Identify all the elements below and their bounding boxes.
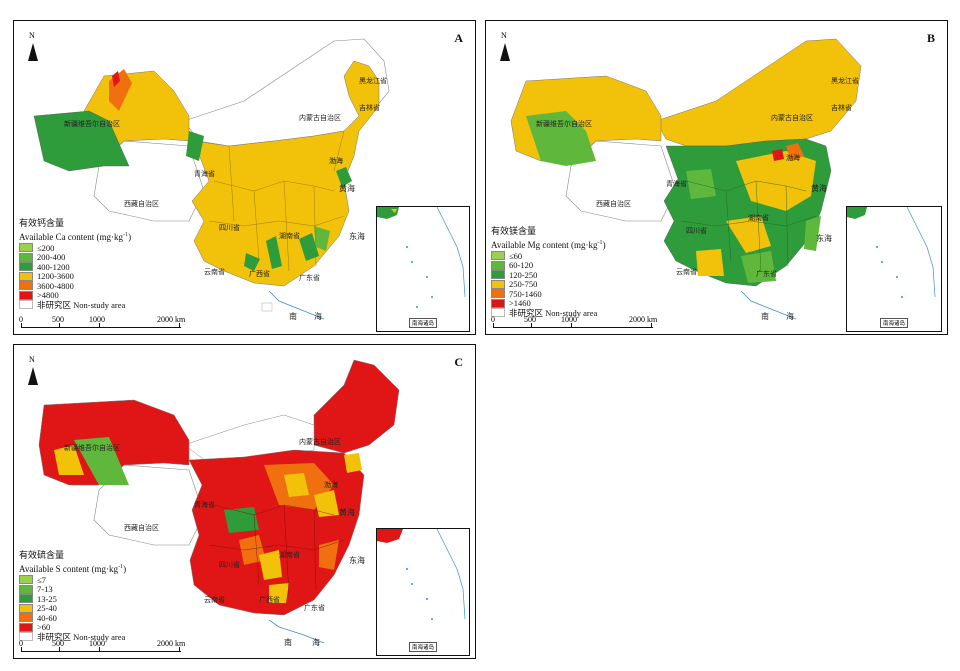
inset-caption: 南海诸岛 <box>408 318 438 328</box>
north-arrow-icon: N <box>28 31 42 63</box>
label-bohai: 渤海 <box>329 157 343 165</box>
map-panel-s: C N 青海省 西藏自治区 新疆维吾尔自治区 内蒙古自治区 四川省 云南省 广西… <box>13 344 476 659</box>
label-guangdong: 广东省 <box>299 274 320 282</box>
label-neimenggu: 内蒙古自治区 <box>299 114 341 122</box>
label-hunan: 湖南省 <box>279 551 300 559</box>
label-huanghai: 黄海 <box>339 508 355 517</box>
legend-item: 400-1200 <box>19 262 131 272</box>
scale-bar: 0 500 1000 2000 km <box>491 315 661 331</box>
scale-bar: 0 500 1000 2000 km <box>19 315 189 331</box>
legend-item: 7-13 <box>19 584 126 594</box>
label-hai: 海 <box>312 638 320 647</box>
label-donghai: 东海 <box>349 232 365 241</box>
legend-item: 13-25 <box>19 594 126 604</box>
label-huanghai: 黄海 <box>339 184 355 193</box>
legend-item: 60-120 <box>491 260 606 270</box>
label-nan: 南 <box>289 312 297 321</box>
label-xinjiang: 新疆维吾尔自治区 <box>64 120 120 128</box>
legend-ca: 有效钙含量 Available Ca content (mg·kg-1) ≤20… <box>19 219 131 310</box>
north-arrow-icon: N <box>500 31 514 63</box>
label-xizang: 西藏自治区 <box>596 200 631 208</box>
label-heilongjiang: 黑龙江省 <box>359 77 387 85</box>
legend-mg: 有效镁含量 Available Mg content (mg·kg-1) ≤60… <box>491 227 606 318</box>
label-jilin: 吉林省 <box>831 104 852 112</box>
label-huanghai: 黄海 <box>811 184 827 193</box>
label-hai: 海 <box>314 312 322 321</box>
china-map-ca <box>33 38 390 320</box>
label-qinghai: 青海省 <box>666 180 687 188</box>
label-qinghai: 青海省 <box>194 170 215 178</box>
yellow-region <box>191 60 380 287</box>
label-nan: 南 <box>761 312 769 321</box>
legend-item: ≤200 <box>19 243 131 253</box>
label-hunan: 湖南省 <box>279 232 300 240</box>
label-nan: 南 <box>284 638 292 647</box>
legend-item: >1460 <box>491 298 606 308</box>
label-heilongjiang: 黑龙江省 <box>831 77 859 85</box>
legend-item: 40-60 <box>19 613 126 623</box>
label-bohai: 渤海 <box>786 154 800 162</box>
label-xizang: 西藏自治区 <box>124 524 159 532</box>
empty-panel-area <box>485 344 946 657</box>
label-xinjiang: 新疆维吾尔自治区 <box>64 444 120 452</box>
label-sichuan: 四川省 <box>219 224 240 232</box>
legend-item-nonstudy: 非研究区 Non-study area <box>19 632 126 642</box>
legend-item: ≤60 <box>491 251 606 261</box>
label-yunnan: 云南省 <box>676 268 697 276</box>
label-neimenggu: 内蒙古自治区 <box>299 438 341 446</box>
legend-item: 3600-4800 <box>19 281 131 291</box>
province-boundaries <box>208 130 345 272</box>
label-donghai: 东海 <box>816 234 832 243</box>
panel-letter-a: A <box>454 31 463 45</box>
label-xinjiang: 新疆维吾尔自治区 <box>536 120 592 128</box>
legend-item: >60 <box>19 622 126 632</box>
inset-south-china-sea: 南海诸岛 <box>376 206 470 332</box>
legend-item: >4800 <box>19 290 131 300</box>
label-guangdong: 广东省 <box>304 604 325 612</box>
legend-item-nonstudy: 非研究区 Non-study area <box>491 308 606 318</box>
label-guangxi: 广西省 <box>259 596 280 604</box>
legend-item: ≤7 <box>19 575 126 585</box>
legend-item: 200-400 <box>19 252 131 262</box>
label-jilin: 吉林省 <box>359 104 380 112</box>
label-hunan: 湖南省 <box>748 214 769 222</box>
legend-item: 250-750 <box>491 279 606 289</box>
legend-item: 1200-3600 <box>19 271 131 281</box>
legend-title-en: Available Ca content (mg·kg-1) <box>19 232 132 242</box>
label-guangxi: 广西省 <box>249 270 270 278</box>
label-yunnan: 云南省 <box>204 268 225 276</box>
china-map-s <box>38 359 400 644</box>
map-panel-mg: B N 青海省 西藏自治区 新疆维吾尔自治区 内蒙古自治区 黑龙江省 吉林省 四… <box>485 20 948 335</box>
scale-bar: 0 500 1000 2000 km <box>19 639 189 655</box>
label-sichuan: 四川省 <box>686 227 707 235</box>
china-map-mg <box>510 38 862 320</box>
legend-item-nonstudy: 非研究区 Non-study area <box>19 300 131 310</box>
inset-south-china-sea: 南海诸岛 <box>846 206 942 332</box>
north-arrow-icon: N <box>28 355 42 387</box>
label-qinghai: 青海省 <box>194 501 215 509</box>
label-sichuan: 四川省 <box>219 561 240 569</box>
legend-s: 有效硫含量 Available S content (mg·kg-1) ≤7 7… <box>19 551 127 642</box>
label-neimenggu: 内蒙古自治区 <box>771 114 813 122</box>
legend-title-zh: 有效钙含量 <box>19 219 65 229</box>
inset-caption: 南海诸岛 <box>879 318 909 328</box>
inset-south-china-sea: 南海诸岛 <box>376 528 470 656</box>
label-donghai: 东海 <box>349 556 365 565</box>
legend-item: 120-250 <box>491 270 606 280</box>
panel-letter-b: B <box>926 31 935 45</box>
legend-item: 25-40 <box>19 603 126 613</box>
legend-item: 750-1460 <box>491 289 606 299</box>
panel-letter-c: C <box>454 355 463 369</box>
label-guangdong: 广东省 <box>756 270 777 278</box>
label-bohai: 渤海 <box>324 481 338 489</box>
inset-caption: 南海诸岛 <box>408 642 438 652</box>
label-hai: 海 <box>786 312 794 321</box>
label-yunnan: 云南省 <box>204 596 225 604</box>
label-xizang: 西藏自治区 <box>124 200 159 208</box>
map-panel-ca: A N 青海省 西藏自治区 新疆维吾尔自治区 内蒙古自治区 黑龙江省 吉林省 四… <box>13 20 476 335</box>
